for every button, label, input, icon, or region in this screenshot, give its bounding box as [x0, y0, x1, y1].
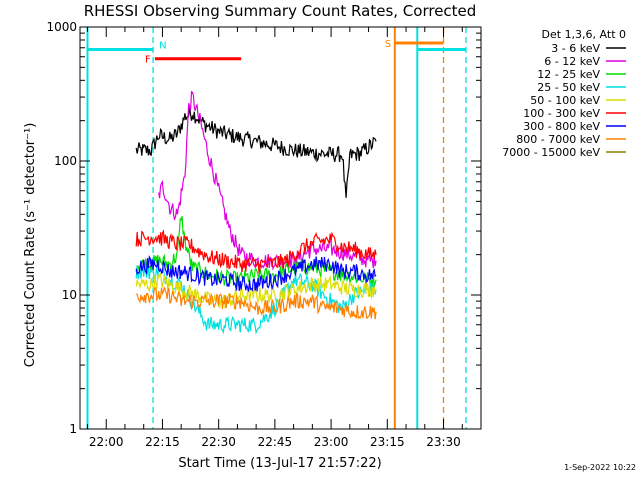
legend-label: 800 - 7000 keV	[516, 133, 600, 146]
legend-title: Det 1,3,6, Att 0	[542, 28, 626, 41]
plot-area: NF S 1 10 100 1000 22:00 22:15 22:30 22:45 23:00 23…	[46, 20, 482, 449]
x-tick-label: 23:15	[370, 435, 405, 449]
x-tick-label: 23:00	[314, 435, 349, 449]
plot-frame	[79, 26, 482, 430]
legend-label: 25 - 50 keV	[537, 81, 600, 94]
x-tick-label: 22:30	[201, 435, 236, 449]
legend-label: 50 - 100 keV	[530, 94, 600, 107]
legend-label: 12 - 25 keV	[537, 68, 600, 81]
legend-label: 7000 - 15000 keV	[502, 146, 600, 159]
footer-date: 1-Sep-2022 10:22	[564, 463, 636, 472]
flag-label-0: N	[159, 40, 166, 51]
y-axis-label: Corrected Count Rate (s⁻¹ detector⁻¹)	[23, 123, 38, 368]
series-line-7	[136, 286, 377, 320]
series-layer	[135, 90, 377, 335]
x-tick-label: 22:45	[258, 435, 293, 449]
y-tick-label: 1000	[46, 20, 77, 34]
y-tick-label: 100	[54, 154, 77, 168]
legend-label: 300 - 800 keV	[523, 120, 600, 133]
y-tick-label: 10	[62, 288, 77, 302]
series-line-6	[135, 254, 377, 292]
legend-label: 6 - 12 keV	[544, 55, 600, 68]
x-tick-label: 22:00	[89, 435, 124, 449]
legend-label: 3 - 6 keV	[551, 42, 600, 55]
series-line-4	[135, 272, 377, 309]
legend-label: 100 - 300 keV	[523, 107, 600, 120]
x-tick-label: 23:30	[426, 435, 461, 449]
x-axis-label: Start Time (13-Jul-17 21:57:22)	[178, 456, 381, 471]
flag-label-1: F	[145, 55, 151, 66]
chart-title: RHESSI Observing Summary Count Rates, Co…	[84, 2, 477, 20]
series-line-0	[135, 106, 377, 198]
y-tick-label: 1	[69, 422, 77, 436]
flag-label-2: S	[385, 39, 391, 50]
x-tick-label: 22:15	[145, 435, 180, 449]
series-line-5	[135, 229, 377, 275]
